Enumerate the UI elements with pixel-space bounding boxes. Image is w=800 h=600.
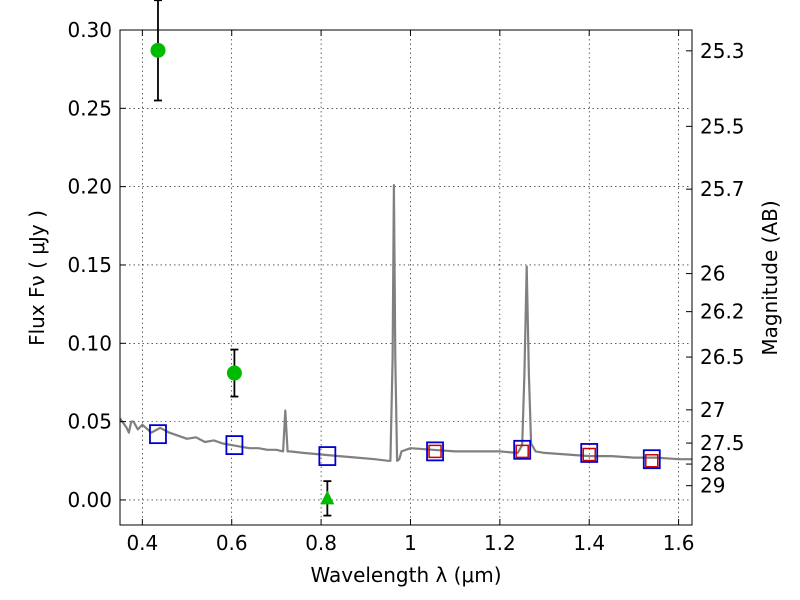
y2-tick-label: 27.5 [700,431,745,455]
nir-flux-square [582,447,596,462]
plot-frame [119,29,693,526]
spectrum-line [119,184,692,462]
observed-upper-limit-triangle [320,490,335,505]
y2-tick-label: 26.5 [700,345,745,369]
observed-flux-point [150,42,166,58]
model-photometry-square [149,424,167,445]
model-photometry-square [225,435,244,456]
y-tick-label: 0.10 [67,331,112,355]
y2-tick-label: 25.3 [700,39,745,63]
nir-flux-square [645,454,659,468]
model-photometry-square [513,439,532,460]
y2-tick-label: 28 [700,452,725,476]
y2-axis-label: Magnitude (AB) [758,200,782,355]
x-tick-label: 1.4 [573,531,605,555]
y-tick-label: 0.30 [67,18,112,42]
y-tick-label: 0.05 [67,410,112,434]
axis-ticks [120,29,692,525]
tick-labels: 0.4 0.6 0.8 1 1.2 1.4 1.6 0.00 0.05 0.10 0.15 0.20 0… [67,18,744,555]
y2-tick-label: 26 [700,262,725,286]
photometry-points [149,0,661,517]
observed-flux-point [226,365,242,381]
nir-flux-square [428,444,442,459]
y-tick-label: 0.25 [67,96,112,120]
y2-tick-label: 25.7 [700,177,745,201]
model-photometry-square [642,449,661,470]
x-tick-label: 0.8 [305,531,337,555]
model-photometry-square [580,443,599,463]
x-tick-label: 0.4 [126,531,158,555]
y-axis-label: Flux Fν ( μJy ) [25,210,49,346]
y2-tick-label: 25.5 [700,114,745,138]
x-tick-label: 1 [404,531,417,555]
x-tick-label: 1.6 [663,531,695,555]
x-axis-label: Wavelength λ (μm) [310,563,501,587]
y-tick-label: 0.20 [67,175,112,199]
y2-tick-label: 29 [700,474,725,498]
nir-flux-square [515,444,529,459]
y-tick-label: 0.15 [67,253,112,277]
grid-lines [120,29,692,525]
x-tick-label: 0.6 [216,531,248,555]
y-tick-label: 0.00 [67,488,112,512]
y2-tick-label: 26.2 [700,300,745,324]
model-photometry-square [426,441,444,462]
model-spectrum [119,184,692,462]
model-photometry-square [318,446,337,466]
x-tick-label: 1.2 [484,531,516,555]
y2-tick-label: 27 [700,398,725,422]
